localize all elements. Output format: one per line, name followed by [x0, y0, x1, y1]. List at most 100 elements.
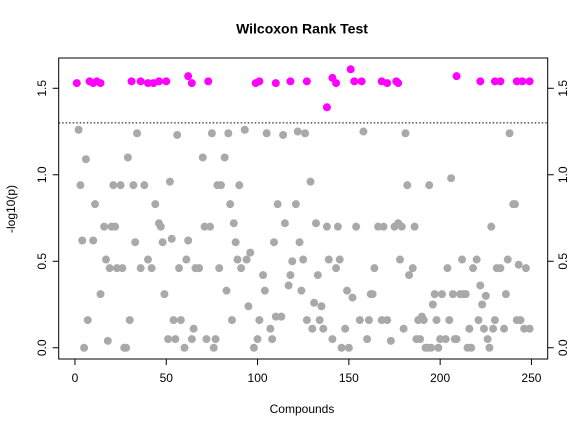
point	[171, 335, 180, 344]
point	[207, 129, 216, 138]
point	[401, 129, 410, 138]
point	[280, 219, 289, 228]
point	[478, 300, 487, 309]
point	[127, 77, 136, 86]
point	[129, 181, 138, 190]
y2-tick-label: 0.0	[556, 339, 570, 356]
point	[452, 335, 461, 344]
point	[487, 222, 496, 231]
point	[332, 79, 341, 88]
point	[162, 77, 171, 86]
point	[394, 79, 403, 88]
point	[173, 130, 182, 139]
point	[437, 290, 446, 299]
point	[458, 255, 467, 264]
point	[521, 264, 530, 273]
point	[89, 236, 98, 245]
point	[315, 316, 324, 325]
point	[209, 343, 218, 352]
point	[469, 264, 478, 273]
point	[379, 222, 388, 231]
point	[425, 181, 434, 190]
point	[262, 129, 271, 138]
point	[319, 324, 328, 333]
point	[222, 286, 231, 295]
point	[322, 222, 331, 231]
point	[279, 130, 288, 139]
point	[125, 316, 134, 325]
point	[284, 281, 293, 290]
point	[72, 79, 81, 88]
point	[123, 153, 132, 162]
point	[467, 343, 476, 352]
point	[301, 129, 310, 138]
x-tick-label: 0	[72, 371, 79, 385]
point	[156, 222, 165, 231]
point	[448, 290, 457, 299]
point	[164, 335, 173, 344]
point	[432, 316, 441, 325]
point	[198, 153, 207, 162]
point	[397, 222, 406, 231]
point	[140, 181, 149, 190]
point	[101, 255, 110, 264]
point	[496, 264, 505, 273]
x-tick-label: 250	[521, 371, 541, 385]
point	[147, 264, 156, 273]
point	[313, 271, 322, 280]
point	[299, 255, 308, 264]
point	[136, 264, 145, 273]
point	[302, 77, 311, 86]
point	[447, 174, 456, 183]
point	[80, 343, 89, 352]
point	[288, 257, 297, 266]
point	[386, 336, 395, 345]
point	[364, 316, 373, 325]
x-tick-label: 50	[160, 371, 174, 385]
point	[295, 238, 304, 247]
point	[286, 271, 295, 280]
point	[374, 222, 383, 231]
point	[143, 79, 152, 88]
point	[427, 343, 436, 352]
point	[476, 281, 485, 290]
point	[344, 343, 353, 352]
point	[310, 298, 319, 307]
x-tick-label: 200	[430, 371, 450, 385]
point	[187, 79, 196, 88]
point	[436, 335, 445, 344]
point	[332, 264, 341, 273]
point	[434, 343, 443, 352]
point	[518, 77, 527, 86]
point	[200, 222, 209, 231]
point	[405, 271, 414, 280]
point	[291, 200, 300, 209]
point	[408, 264, 417, 273]
point	[100, 222, 109, 231]
point	[346, 65, 355, 74]
y-tick-label: 1.5	[35, 80, 49, 97]
point	[302, 316, 311, 325]
point	[184, 72, 193, 81]
point	[511, 200, 520, 209]
point	[333, 222, 342, 231]
point	[363, 335, 372, 344]
point	[443, 264, 452, 273]
point	[154, 77, 163, 86]
x-tick-label: 150	[339, 371, 359, 385]
point	[311, 219, 320, 228]
point	[109, 181, 118, 190]
point	[268, 335, 277, 344]
point	[169, 316, 178, 325]
point	[341, 324, 350, 333]
point	[240, 125, 249, 134]
y-axis-label: -log10(p)	[4, 185, 18, 233]
point	[416, 335, 425, 344]
point	[500, 324, 509, 333]
y2-tick-label: 0.5	[556, 253, 570, 270]
point	[383, 316, 392, 325]
point	[260, 286, 269, 295]
point	[91, 200, 100, 209]
y-tick-label: 1.0	[35, 166, 49, 183]
